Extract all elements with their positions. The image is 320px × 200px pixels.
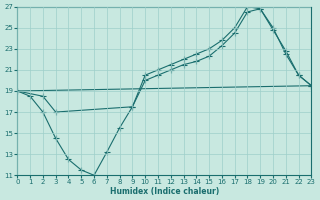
X-axis label: Humidex (Indice chaleur): Humidex (Indice chaleur) (110, 187, 219, 196)
